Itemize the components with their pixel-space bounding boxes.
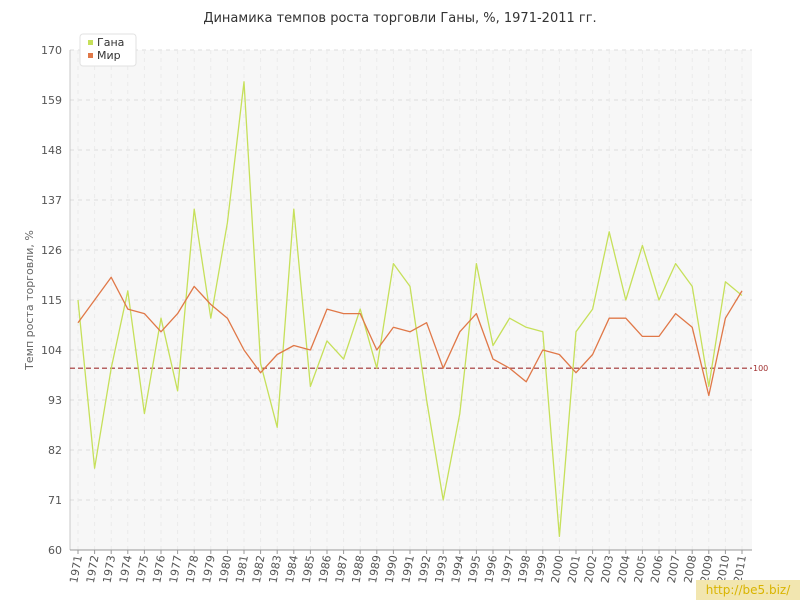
x-tick-label: 2009 — [698, 554, 716, 584]
x-tick-label: 1996 — [482, 554, 500, 584]
x-tick-label: 1997 — [499, 554, 517, 584]
y-tick-label: 71 — [48, 494, 62, 507]
axes — [69, 50, 752, 551]
x-tick-label: 2001 — [565, 554, 583, 584]
y-tick-label: 159 — [41, 94, 62, 107]
x-tick-label: 2002 — [582, 554, 600, 584]
x-tick-label: 1991 — [399, 554, 417, 584]
watermark: http://be5.biz/ — [696, 580, 800, 600]
x-tick-label: 2011 — [731, 554, 749, 584]
y-tick-label: 104 — [41, 344, 62, 357]
x-tick-label: 1982 — [250, 554, 268, 584]
series-lines — [77, 81, 743, 538]
x-tick-label: 1998 — [515, 554, 533, 584]
y-tick-label: 82 — [48, 444, 62, 457]
x-tick-label: 2005 — [632, 554, 650, 584]
y-tick-label: 115 — [41, 294, 62, 307]
y-axis-ticks: 60 71 82 93 104 115 126 137 148 159 170 — [41, 44, 62, 557]
y-tick-label: 170 — [41, 44, 62, 57]
x-tick-label: 1979 — [200, 554, 218, 584]
x-tick-label: 1972 — [84, 554, 102, 584]
x-tick-label: 2003 — [598, 554, 616, 584]
x-tick-label: 1971 — [67, 554, 85, 584]
legend-label: Гана — [97, 36, 124, 49]
reference-line-group: 100 — [70, 364, 768, 373]
x-tick-label: 1986 — [316, 554, 334, 584]
x-tick-label: 1992 — [416, 554, 434, 584]
reference-line-label: 100 — [753, 364, 768, 373]
x-tick-label: 1987 — [333, 554, 351, 584]
series-line-Гана — [77, 81, 743, 538]
x-tick-label: 1980 — [217, 554, 235, 584]
series-line-Мир — [77, 276, 743, 397]
legend-box — [79, 33, 137, 67]
x-tick-label: 1988 — [349, 554, 367, 584]
legend-swatch — [88, 53, 93, 58]
x-tick-label: 1976 — [150, 554, 168, 584]
y-tick-label: 126 — [41, 244, 62, 257]
x-tick-label: 2010 — [715, 554, 733, 584]
legend-label: Мир — [97, 49, 121, 62]
x-tick-label: 1978 — [183, 554, 201, 584]
x-tick-label: 2008 — [681, 554, 699, 584]
chart-title: Динамика темпов роста торговли Ганы, %, … — [203, 11, 596, 26]
x-tick-label: 1974 — [117, 554, 135, 584]
x-tick-label: 1975 — [134, 554, 152, 584]
x-tick-label: 1999 — [532, 554, 550, 584]
x-tick-label: 1994 — [449, 554, 467, 584]
x-tick-label: 1973 — [100, 554, 118, 584]
x-tick-label: 2006 — [648, 554, 666, 584]
x-tick-label: 1993 — [432, 554, 450, 584]
x-tick-label: 1990 — [383, 554, 401, 584]
x-tick-label: 1995 — [466, 554, 484, 584]
x-tick-label: 1983 — [266, 554, 284, 584]
x-tick-label: 1984 — [283, 554, 301, 584]
y-tick-label: 137 — [41, 194, 62, 207]
y-axis-title: Темп роста торговли, % — [23, 230, 36, 371]
y-tick-label: 93 — [48, 394, 62, 407]
x-tick-label: 1989 — [366, 554, 384, 584]
y-tick-label: 60 — [48, 544, 62, 557]
legend-swatch — [88, 40, 93, 45]
x-tick-label: 1981 — [233, 554, 251, 584]
x-tick-label: 1985 — [300, 554, 318, 584]
x-tick-label: 2000 — [549, 554, 567, 584]
x-tick-label: 2007 — [665, 554, 683, 584]
y-tick-label: 148 — [41, 144, 62, 157]
x-tick-label: 2004 — [615, 554, 633, 584]
x-tick-label: 1977 — [167, 554, 185, 584]
x-axis-ticks: 1971197219731974197519761977197819791980… — [67, 550, 749, 584]
